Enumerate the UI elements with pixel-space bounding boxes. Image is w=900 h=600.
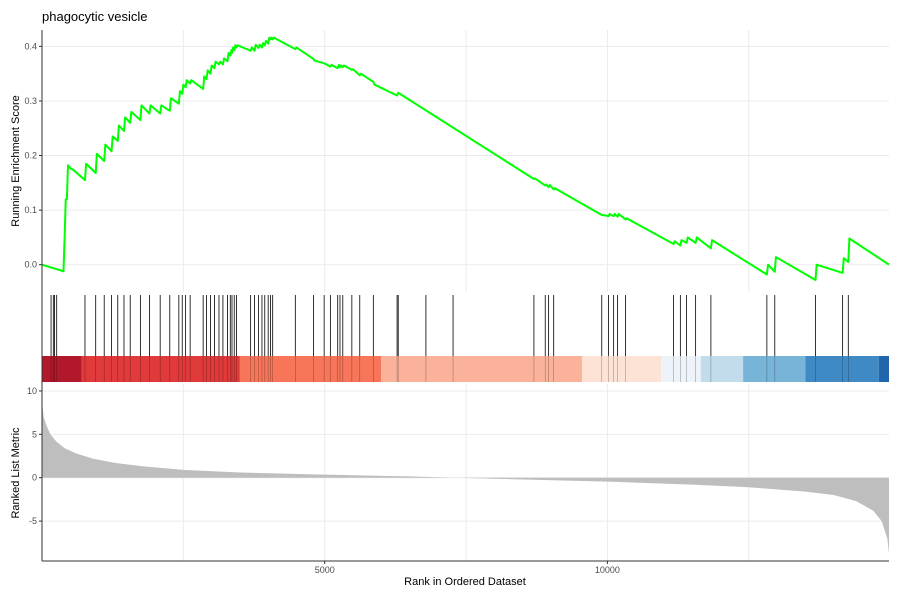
top-panel-grid — [42, 30, 889, 292]
color-bar-segment — [381, 356, 582, 382]
color-bar-segment — [581, 356, 662, 382]
gene-hit-lines — [50, 295, 849, 382]
color-bar-segment — [42, 356, 82, 382]
bottom-y-tick-label: 10 — [27, 386, 37, 396]
bottom-y-tick-label: 5 — [32, 429, 37, 439]
running-es-line — [41, 36, 890, 281]
x-axis-title: Rank in Ordered Dataset — [404, 576, 526, 588]
color-bar-segment — [743, 356, 806, 382]
color-bar-segment — [661, 356, 701, 382]
color-bar-segment — [700, 356, 744, 382]
x-ticks: 5000 10000 — [315, 561, 620, 575]
color-bar-segment — [805, 356, 879, 382]
x-tick-label: 10000 — [595, 565, 620, 575]
top-y-axis-title: Running Enrichment Score — [10, 95, 22, 226]
chart-title: phagocytic vesicle — [42, 9, 148, 24]
rank-color-bar — [42, 356, 889, 382]
bottom-y-ticks: 10 5 0 -5 — [27, 386, 42, 526]
top-y-tick-label: 0.0 — [24, 260, 37, 270]
color-bar-segment — [81, 356, 240, 382]
top-y-tick-label: 0.4 — [24, 41, 37, 51]
top-y-tick-label: 0.2 — [24, 151, 37, 161]
bottom-y-tick-label: -5 — [29, 516, 37, 526]
color-bar-segment — [878, 356, 889, 382]
top-y-tick-label: 0.1 — [24, 205, 37, 215]
ranked-metric-area — [42, 401, 889, 554]
x-tick-label: 5000 — [315, 565, 335, 575]
top-y-ticks: 0.0 0.1 0.2 0.3 0.4 — [24, 41, 42, 270]
bottom-y-axis-title: Ranked List Metric — [10, 427, 22, 519]
top-y-tick-label: 0.3 — [24, 96, 37, 106]
running-es-line-group — [41, 36, 890, 281]
color-bar-segment — [239, 356, 382, 382]
bottom-y-tick-label: 0 — [32, 473, 37, 483]
ranked-metric-fill — [42, 401, 889, 554]
